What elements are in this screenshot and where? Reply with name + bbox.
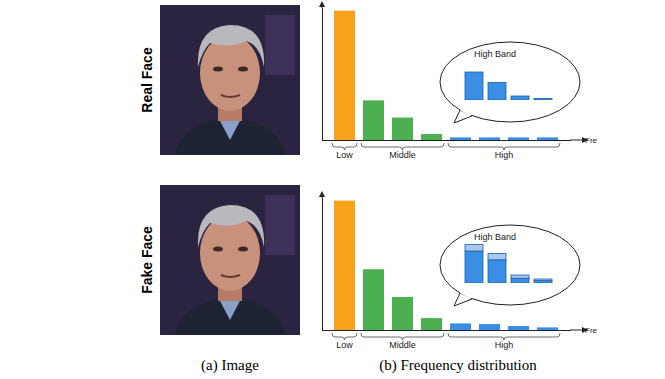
svg-text:Middle: Middle <box>389 340 416 350</box>
html-text:Fake Face: Fake Face <box>139 226 155 294</box>
svg-text:Fre: Fre <box>585 136 598 145</box>
svg-text:Low: Low <box>336 340 353 350</box>
html-text:High Band: High Band <box>474 232 516 242</box>
html-text:Real Face: Real Face <box>139 47 155 113</box>
svg-text:Middle: Middle <box>389 150 416 160</box>
html-text:(b) Frequency distribution: (b) Frequency distribution <box>379 357 537 373</box>
html-text:(a) Image: (a) Image <box>201 357 259 373</box>
html-text:High Band: High Band <box>474 49 516 59</box>
svg-text:Fre: Fre <box>585 326 598 335</box>
svg-text:High: High <box>495 150 514 160</box>
svg-text:High: High <box>495 340 514 350</box>
svg-text:Low: Low <box>336 150 353 160</box>
